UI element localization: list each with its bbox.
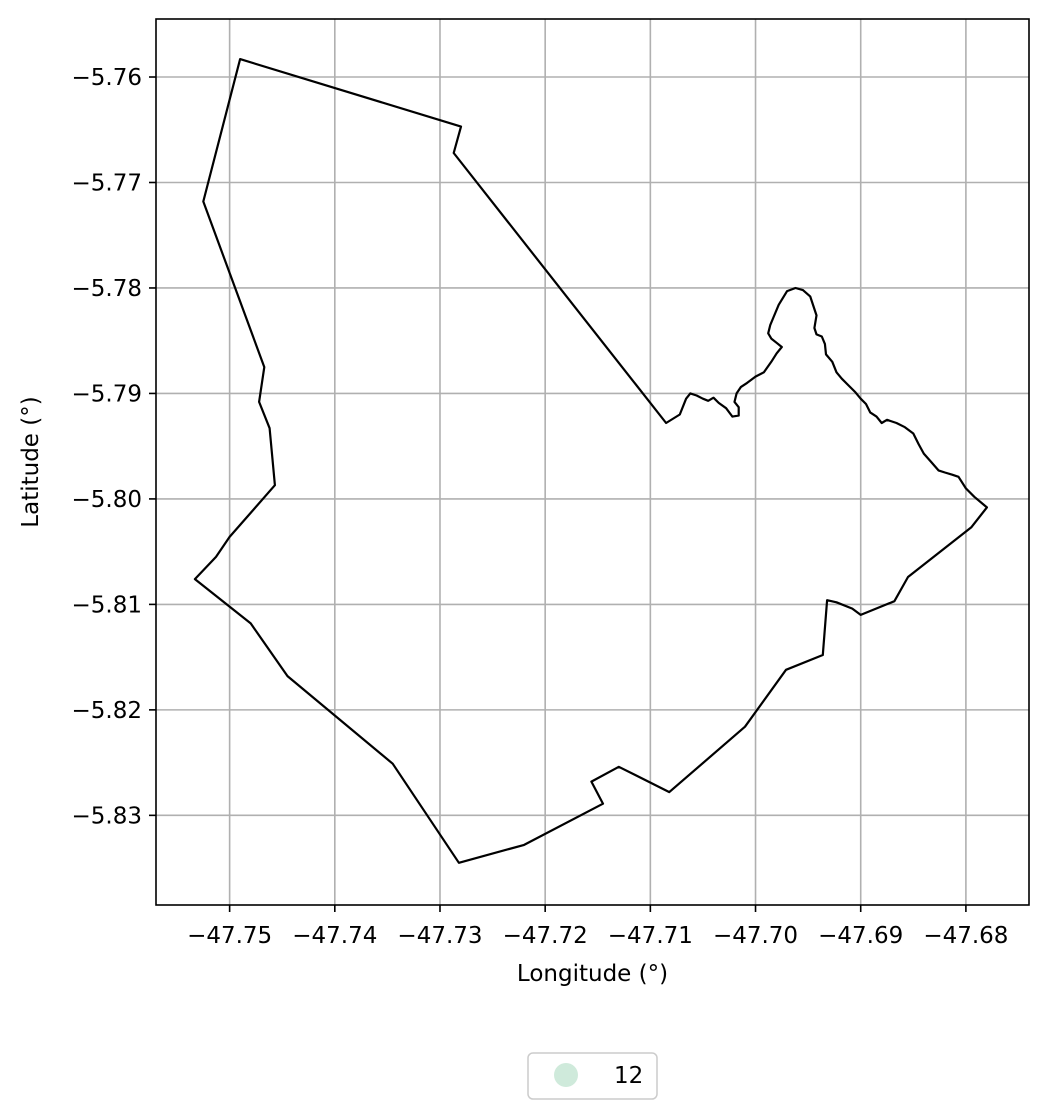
x-tick-label: −47.70: [713, 923, 798, 949]
region-boundary: [193, 58, 988, 864]
y-tick-label: −5.78: [72, 276, 142, 302]
x-tick-label: −47.73: [397, 923, 482, 949]
x-tick-label: −47.74: [292, 923, 377, 949]
plot-frame: [155, 18, 1030, 906]
y-tick-label: −5.76: [72, 65, 142, 91]
x-tick-label: −47.75: [187, 923, 272, 949]
legend-label: 12: [614, 1063, 643, 1089]
x-tick-label: −47.68: [923, 923, 1008, 949]
x-axis-ticks: −47.75 −47.74 −47.73 −47.72 −47.71 −47.70 −47.…: [187, 905, 1008, 949]
y-tick-label: −5.79: [72, 381, 142, 407]
x-tick-label: −47.72: [503, 923, 588, 949]
grid-lines: [156, 19, 1029, 905]
x-axis-label: Longitude (°): [517, 961, 668, 987]
x-tick-label: −47.69: [818, 923, 903, 949]
legend: 12: [527, 1052, 658, 1100]
x-tick-label: −47.71: [608, 923, 693, 949]
y-axis-ticks: −5.76 −5.77 −5.78 −5.79 −5.80 −5.81 −5.82 −5.83: [72, 65, 156, 829]
y-axis-label: Latitude (°): [18, 396, 44, 527]
y-tick-label: −5.77: [72, 170, 142, 196]
y-tick-label: −5.83: [72, 803, 142, 829]
y-tick-label: −5.81: [72, 592, 142, 618]
legend-marker: [554, 1063, 578, 1087]
y-tick-label: −5.80: [72, 487, 142, 513]
y-tick-label: −5.82: [72, 698, 142, 724]
